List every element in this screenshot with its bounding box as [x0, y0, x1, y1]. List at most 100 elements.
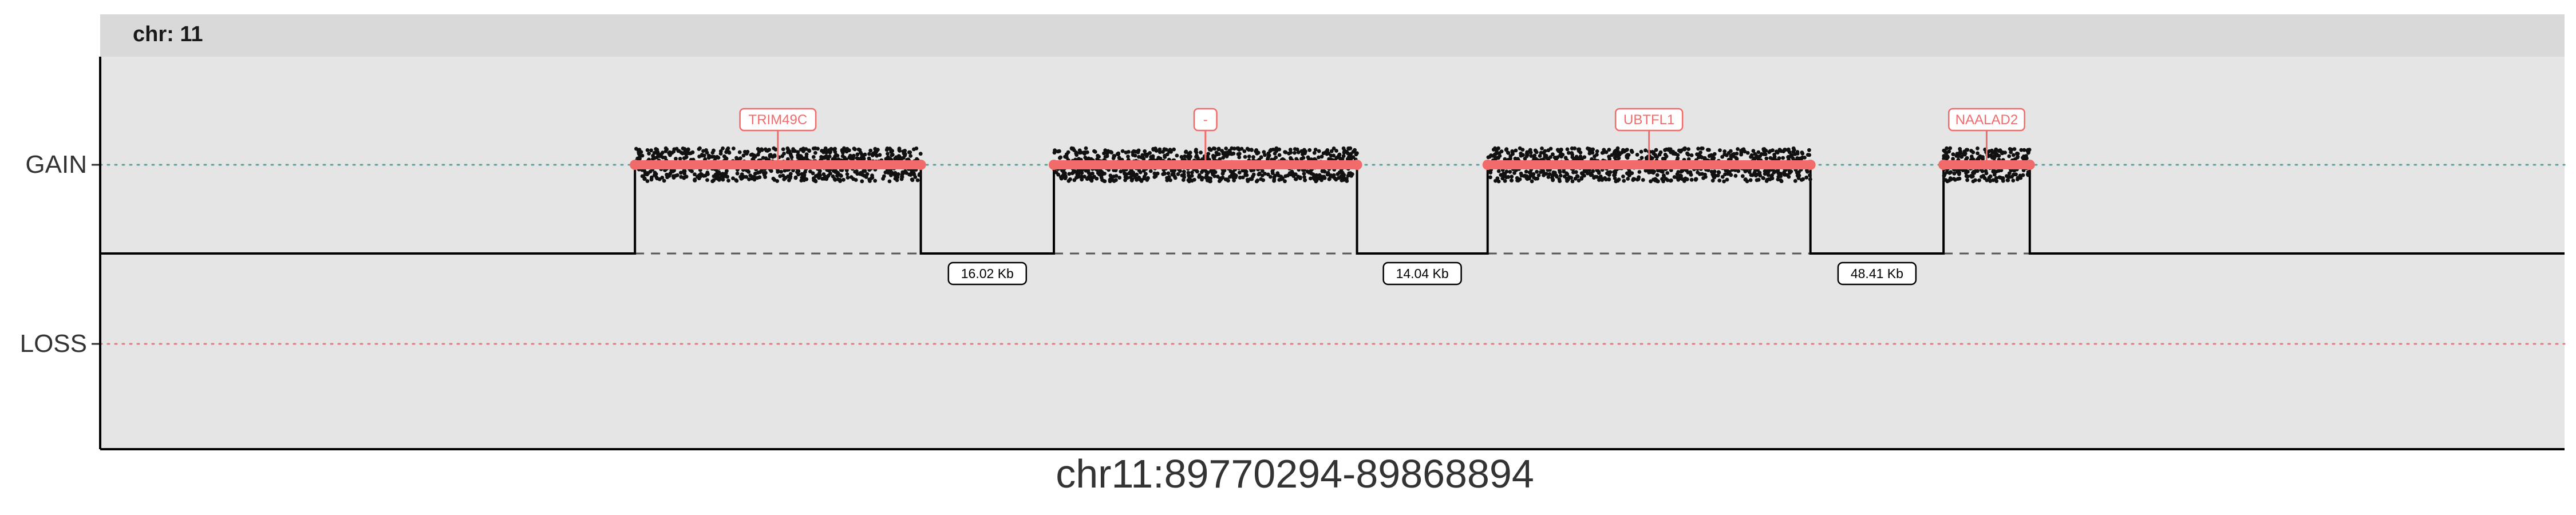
probe-point [1786, 148, 1791, 152]
probe-point [1669, 150, 1673, 154]
probe-point [892, 172, 896, 176]
probe-point [771, 176, 776, 181]
probe-point [796, 150, 800, 154]
probe-point [1791, 156, 1795, 161]
probe-point [1112, 154, 1116, 158]
probe-point [1951, 157, 1955, 161]
probe-point [1718, 148, 1722, 152]
probe-point [745, 168, 749, 173]
probe-point [1786, 154, 1791, 159]
probe-point [1182, 178, 1186, 182]
probe-point [2001, 150, 2005, 154]
probe-point [845, 172, 850, 176]
probe-point [781, 147, 785, 152]
probe-point [1283, 150, 1287, 154]
probe-point [1676, 156, 1680, 160]
probe-point [915, 178, 920, 183]
probe-point [811, 171, 815, 176]
probe-point [1763, 169, 1767, 173]
probe-point [1625, 155, 1629, 159]
probe-point [1764, 156, 1769, 161]
probe-point [891, 153, 895, 157]
probe-point [1311, 176, 1315, 180]
probe-point [1781, 156, 1785, 160]
probe-point [646, 171, 650, 175]
probe-point [1184, 150, 1188, 154]
probe-point [663, 146, 668, 150]
probe-point [1138, 177, 1143, 182]
probe-point [734, 178, 738, 183]
probe-point [883, 170, 888, 175]
probe-point [1698, 172, 1702, 176]
probe-point [1496, 179, 1501, 184]
probe-point [682, 146, 687, 151]
probe-point [1991, 178, 1996, 183]
segment-start-cap [1938, 160, 1949, 170]
probe-point [1795, 150, 1800, 154]
probe-point [838, 173, 843, 177]
probe-point [852, 146, 856, 151]
probe-point [2011, 179, 2016, 183]
probe-point [1567, 150, 1571, 155]
probe-point [775, 179, 780, 183]
probe-point [1224, 146, 1228, 150]
probe-point [1194, 148, 1198, 152]
probe-point [702, 153, 706, 158]
probe-point [678, 157, 682, 161]
probe-point [706, 153, 711, 158]
segment-start-cap [1482, 160, 1493, 170]
probe-point [1186, 171, 1191, 175]
probe-point [1720, 154, 1725, 159]
probe-point [722, 154, 726, 159]
probe-point [831, 174, 835, 179]
probe-point [1287, 171, 1292, 175]
probe-point [1712, 175, 1717, 180]
probe-point [674, 157, 678, 161]
probe-point [693, 177, 697, 182]
probe-point [1132, 173, 1136, 178]
probe-point [1772, 152, 1777, 157]
probe-point [1527, 171, 1532, 175]
probe-point [1208, 179, 1212, 184]
gene-label: TRIM49C [749, 112, 808, 128]
probe-point [1580, 172, 1585, 176]
probe-point [718, 152, 723, 156]
probe-point [682, 169, 687, 173]
probe-point [1592, 176, 1596, 180]
probe-point [1745, 150, 1750, 155]
probe-point [1749, 154, 1753, 159]
probe-point [1095, 176, 1099, 181]
probe-point [1212, 174, 1217, 179]
probe-point [679, 175, 683, 179]
probe-point [889, 172, 894, 176]
probe-point [1114, 174, 1119, 178]
probe-point [888, 147, 893, 152]
probe-point [1167, 149, 1171, 154]
probe-point [1188, 154, 1192, 159]
probe-point [1626, 172, 1630, 176]
probe-point [1595, 149, 1599, 153]
probe-point [753, 171, 758, 176]
probe-point [1569, 176, 1574, 180]
probe-point [907, 150, 911, 154]
probe-point [813, 150, 817, 155]
probe-point [1238, 175, 1242, 180]
probe-point [821, 172, 826, 176]
probe-point [1957, 172, 1961, 176]
probe-point [1353, 148, 1357, 152]
probe-point [1334, 149, 1338, 153]
probe-point [1958, 149, 1963, 154]
probe-point [1614, 179, 1618, 184]
probe-point [1524, 174, 1529, 179]
gene-label-box [739, 108, 817, 132]
probe-point [1779, 149, 1783, 153]
probe-point [1293, 150, 1297, 155]
probe-point [1084, 168, 1088, 173]
probe-point [1257, 171, 1262, 176]
probe-point [661, 155, 665, 160]
probe-point [1317, 149, 1321, 153]
probe-point [1639, 156, 1644, 160]
probe-point [1225, 150, 1229, 154]
probe-point [1700, 146, 1704, 150]
probe-point [1283, 174, 1288, 179]
